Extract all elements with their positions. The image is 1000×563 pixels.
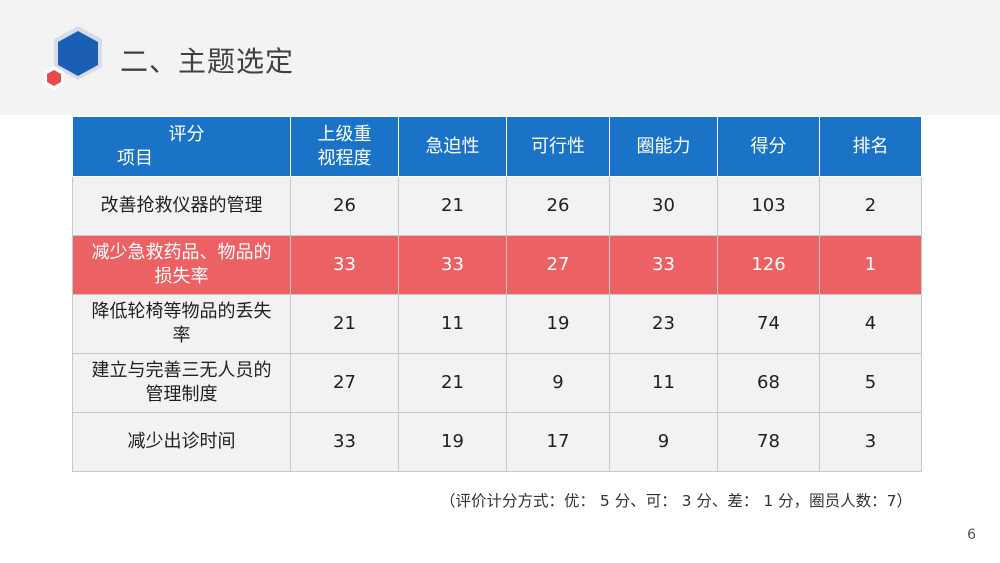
hexagon-logo-icon xyxy=(44,26,102,90)
rank-cell: 5 xyxy=(819,353,922,413)
score-cell: 17 xyxy=(506,412,610,472)
score-cell: 19 xyxy=(506,294,610,354)
score-cell: 27 xyxy=(290,353,399,413)
slide-title: 二、主题选定 xyxy=(120,45,295,78)
total-cell: 68 xyxy=(717,353,820,413)
rank-cell: 3 xyxy=(819,412,922,472)
score-cell: 26 xyxy=(506,176,610,236)
column-header: 得分 xyxy=(717,116,820,177)
total-cell: 74 xyxy=(717,294,820,354)
column-header: 可行性 xyxy=(506,116,610,177)
score-cell: 9 xyxy=(609,412,718,472)
score-cell: 21 xyxy=(290,294,399,354)
table-row: 建立与完善三无人员的管理制度 27 21 9 11 68 5 xyxy=(72,353,922,413)
row-item-cell: 改善抢救仪器的管理 xyxy=(72,176,291,236)
score-cell: 27 xyxy=(506,235,610,295)
score-cell: 11 xyxy=(609,353,718,413)
page-number: 6 xyxy=(967,527,976,543)
score-cell: 21 xyxy=(398,353,507,413)
rank-cell: 1 xyxy=(819,235,922,295)
row-item-cell: 减少出诊时间 xyxy=(72,412,291,472)
table-row: 改善抢救仪器的管理 26 21 26 30 103 2 xyxy=(72,176,922,236)
column-header: 圈能力 xyxy=(609,116,718,177)
row-item-cell: 减少急救药品、物品的损失率 xyxy=(72,235,291,295)
table-row: 减少出诊时间 33 19 17 9 78 3 xyxy=(72,412,922,472)
table-row: 降低轮椅等物品的丢失率 21 11 19 23 74 4 xyxy=(72,294,922,354)
score-cell: 19 xyxy=(398,412,507,472)
score-cell: 11 xyxy=(398,294,507,354)
score-cell: 33 xyxy=(398,235,507,295)
header-band xyxy=(0,0,1000,115)
score-cell: 26 xyxy=(290,176,399,236)
table-row-highlighted: 减少急救药品、物品的损失率 33 33 27 33 126 1 xyxy=(72,235,922,295)
total-cell: 78 xyxy=(717,412,820,472)
score-cell: 21 xyxy=(398,176,507,236)
total-cell: 103 xyxy=(717,176,820,236)
score-cell: 30 xyxy=(609,176,718,236)
column-header: 上级重视程度 xyxy=(290,116,399,177)
table-header-row: 评分 项目 上级重视程度 急迫性 可行性 圈能力 得分 排名 xyxy=(72,116,922,177)
rank-cell: 2 xyxy=(819,176,922,236)
score-cell: 9 xyxy=(506,353,610,413)
scoring-footnote: （评价计分方式：优： 5 分、可： 3 分、差： 1 分，圈员人数：7） xyxy=(440,492,913,510)
column-header: 排名 xyxy=(819,116,922,177)
scoring-table: 评分 项目 上级重视程度 急迫性 可行性 圈能力 得分 排名 改善抢救仪器的管理… xyxy=(72,116,922,472)
score-cell: 33 xyxy=(290,412,399,472)
corner-header-cell: 评分 项目 xyxy=(72,116,291,177)
total-cell: 126 xyxy=(717,235,820,295)
rank-cell: 4 xyxy=(819,294,922,354)
score-cell: 33 xyxy=(290,235,399,295)
score-cell: 33 xyxy=(609,235,718,295)
row-item-cell: 建立与完善三无人员的管理制度 xyxy=(72,353,291,413)
row-item-cell: 降低轮椅等物品的丢失率 xyxy=(72,294,291,354)
corner-score-label: 评分 xyxy=(168,123,205,145)
column-header: 急迫性 xyxy=(398,116,507,177)
score-cell: 23 xyxy=(609,294,718,354)
corner-item-label: 项目 xyxy=(117,147,153,169)
